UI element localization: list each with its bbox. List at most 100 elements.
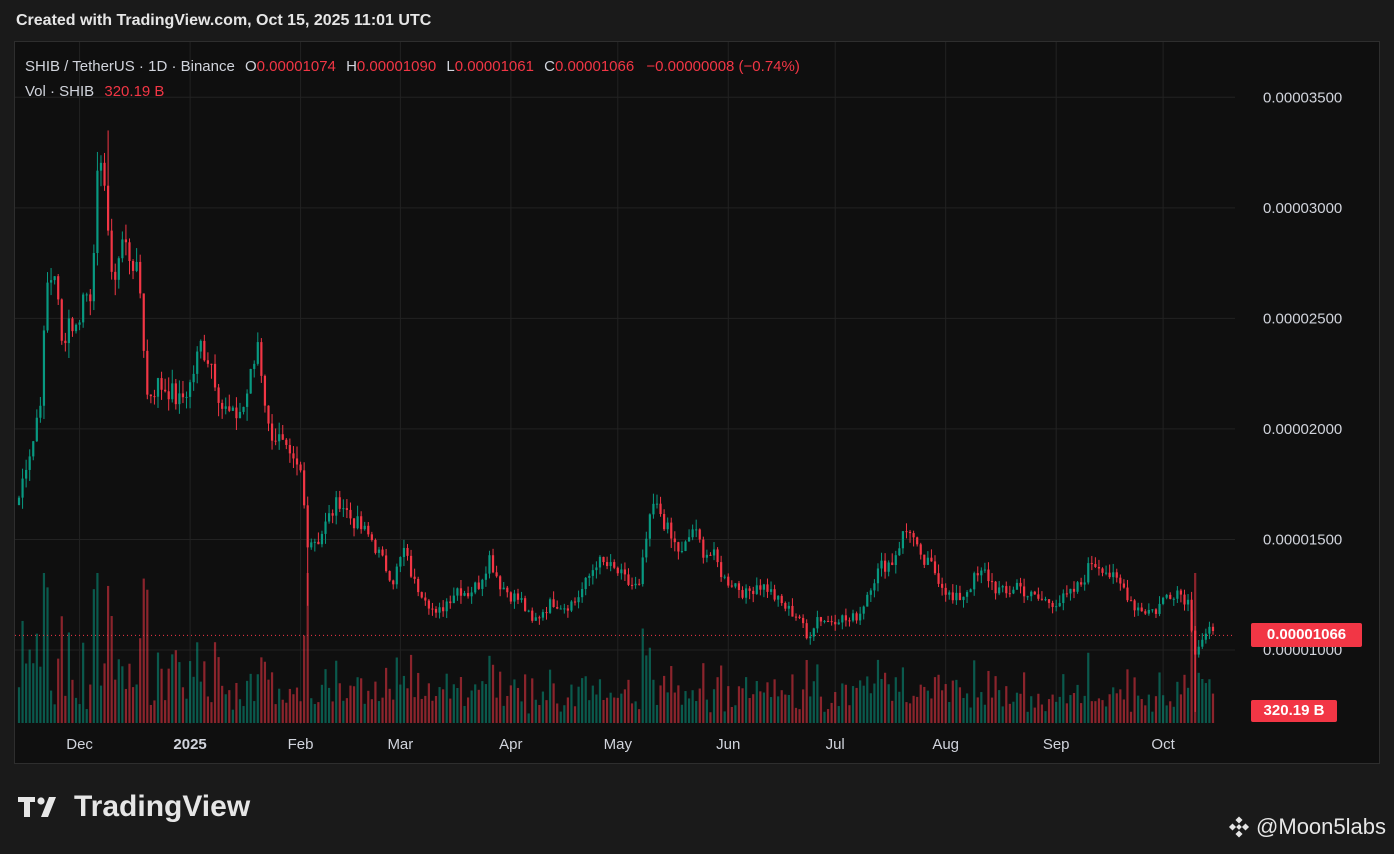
volume-bar <box>1055 701 1058 723</box>
candle-body <box>1165 594 1168 598</box>
volume-bar <box>249 673 252 723</box>
volume-bar <box>449 698 452 723</box>
candle-body <box>213 363 217 388</box>
volume-bar <box>363 703 366 723</box>
candle-body <box>474 582 477 593</box>
volume-bar <box>60 616 63 723</box>
volume-bar <box>980 692 983 723</box>
volume-bar <box>687 698 691 723</box>
volume-bar <box>224 694 227 723</box>
candle-body <box>670 522 673 539</box>
candle-body <box>687 537 691 542</box>
volume-bar <box>855 687 858 723</box>
candle-body <box>420 592 423 598</box>
candle-body <box>1055 606 1058 608</box>
price-chart[interactable]: 0.000010000.000015000.000020000.00002500… <box>15 42 1380 764</box>
candle-body <box>64 340 67 344</box>
y-tick-label: 0.00003000 <box>1263 200 1342 217</box>
volume-bar <box>944 684 947 723</box>
volume-bar <box>901 667 905 723</box>
volume-bar <box>499 671 502 723</box>
candle-body <box>178 393 181 405</box>
volume-bar <box>598 679 602 723</box>
volume-bar <box>851 686 855 723</box>
volume-bar <box>552 683 555 723</box>
candle-body <box>805 623 808 639</box>
candle-body <box>110 230 113 272</box>
candle-body <box>591 570 594 576</box>
candle-body <box>82 294 85 323</box>
candle-body <box>958 592 962 601</box>
volume-bar <box>1058 696 1061 723</box>
candle-body <box>406 547 409 556</box>
candle-body <box>791 605 794 617</box>
candle-body <box>231 407 234 411</box>
candle-body <box>306 505 309 548</box>
candle-body <box>1158 603 1161 614</box>
candle-body <box>292 453 295 459</box>
volume-bar <box>1137 695 1140 723</box>
candle-body <box>1126 587 1129 601</box>
volume-bar <box>474 684 477 723</box>
candle-body <box>456 588 459 596</box>
volume-bar <box>221 685 224 723</box>
volume-bar <box>727 686 730 723</box>
volume-bar <box>274 704 277 723</box>
candle-body <box>848 620 851 622</box>
candle-body <box>1133 600 1136 611</box>
candle-body <box>356 516 359 529</box>
volume-bar <box>402 675 406 723</box>
candle-body <box>873 583 876 591</box>
volume-bar <box>798 709 801 723</box>
volume-bar <box>630 703 634 723</box>
volume-bar <box>937 674 940 723</box>
candle-body <box>42 330 46 406</box>
volume-bar <box>420 698 423 723</box>
candle-body <box>998 587 1001 594</box>
candle-body <box>167 391 170 400</box>
grid-lines <box>15 42 1235 724</box>
candle-body <box>274 440 277 442</box>
candle-body <box>851 613 855 621</box>
volume-bar <box>787 694 790 723</box>
candle-body <box>188 382 192 397</box>
volume-bar <box>983 704 986 723</box>
volume-bar <box>324 669 327 723</box>
volume-bar <box>506 695 509 723</box>
candle-body <box>769 589 773 592</box>
candle-body <box>1161 597 1165 604</box>
volume-bar <box>153 700 156 723</box>
volume-bar <box>303 635 306 723</box>
chart-panel[interactable]: 0.00001000 0.00001500 0.00002000 0.00002500… <box>14 41 1380 764</box>
volume-value: 320.19 B <box>104 83 165 100</box>
volume-bar <box>1129 711 1133 723</box>
candle-body <box>1183 594 1186 605</box>
tradingview-logo[interactable]: TradingView <box>18 790 250 824</box>
candle-body <box>859 613 862 621</box>
volume-bar <box>548 669 552 723</box>
volume-bar <box>174 650 177 723</box>
volume-bar <box>281 699 284 723</box>
candle-body <box>581 589 584 598</box>
volume-bar <box>930 698 933 723</box>
binance-icon <box>1228 816 1250 838</box>
candle-body <box>153 396 156 398</box>
candle-body <box>655 503 659 505</box>
candle-body <box>930 557 933 562</box>
volume-bar <box>17 687 21 723</box>
candle-body <box>513 593 516 602</box>
candle-body <box>374 539 377 553</box>
volume-bar <box>698 688 701 723</box>
candle-body <box>463 593 466 596</box>
volume-bar <box>1172 706 1175 723</box>
volume-bar <box>1154 696 1158 723</box>
volume-bar <box>627 679 630 723</box>
candle-body <box>299 464 302 471</box>
volume-bar <box>356 677 359 723</box>
candle-body <box>327 513 331 522</box>
candle-body <box>869 590 872 595</box>
volume-bar <box>784 694 787 723</box>
candle-body <box>880 560 883 569</box>
volume-bar <box>235 682 238 723</box>
author-credit[interactable]: @Moon5labs <box>1228 814 1386 840</box>
